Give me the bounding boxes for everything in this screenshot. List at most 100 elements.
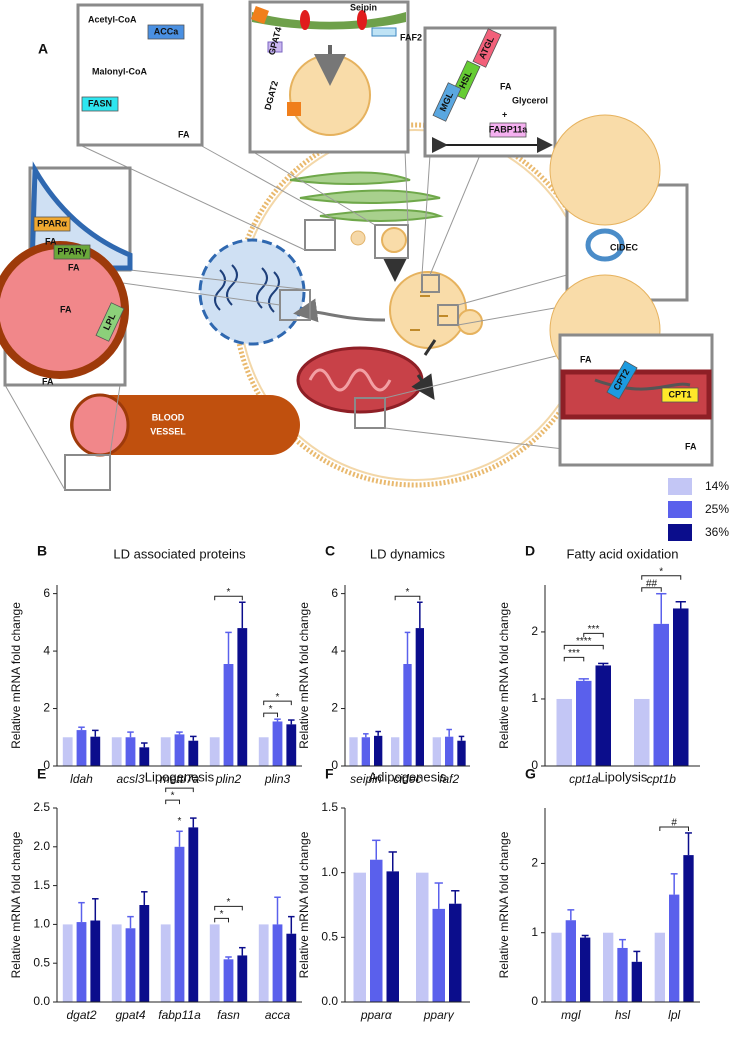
diagram-label-group: Malonyl-CoA <box>92 66 147 76</box>
error-bar <box>567 909 575 921</box>
x-tick-label: seipin <box>350 772 382 786</box>
error-bar <box>417 601 423 629</box>
bar <box>286 724 297 766</box>
label-box <box>606 360 638 400</box>
error-bar <box>375 730 381 736</box>
bar <box>669 894 680 1002</box>
diagram-label: FA <box>45 236 57 246</box>
x-tick-label: hsl <box>615 1008 631 1022</box>
bar <box>111 924 122 1002</box>
bar <box>90 736 101 766</box>
diagram-label-group: FA <box>42 376 54 386</box>
y-axis-label: Relative mRNA fold change <box>9 831 23 978</box>
diagram-label: FABP11a <box>489 124 529 134</box>
diagram-label-group: MGL <box>432 82 462 122</box>
y-tick-label: 0.5 <box>321 930 338 944</box>
y-tick-label: 2.0 <box>33 839 50 853</box>
error-bar <box>176 830 183 847</box>
significance-bracket <box>263 712 278 718</box>
diagram-label-group: FA <box>685 441 697 451</box>
bar <box>174 734 185 766</box>
error-bar <box>239 946 246 956</box>
error-bar <box>141 742 148 748</box>
y-tick-label: 0.0 <box>33 994 50 1008</box>
diagram-label: FA <box>42 376 54 386</box>
charts: B LD associated proteins Relative mRNA fol… <box>9 543 700 1022</box>
bar <box>391 737 400 766</box>
x-tick-label: acca <box>265 1008 291 1022</box>
bar <box>416 872 429 1002</box>
diagram-label-group: ACCa <box>147 24 185 40</box>
bar <box>449 903 462 1002</box>
y-tick-label: 4 <box>331 643 338 657</box>
error-bar <box>656 592 667 624</box>
panel-label: C <box>325 543 335 559</box>
bar <box>125 737 136 766</box>
bar <box>386 871 399 1002</box>
label-box <box>432 82 462 122</box>
significance-bracket <box>641 587 662 592</box>
chart-title: Lipogenesis <box>145 769 215 784</box>
diagram-label-group: FA <box>580 354 592 364</box>
x-tick-label: dgat2 <box>66 1008 96 1022</box>
error-bar <box>372 839 381 860</box>
significance-bracket <box>659 826 689 831</box>
significance-label: **** <box>576 636 592 647</box>
y-tick-label: 0 <box>531 994 538 1008</box>
label-box <box>661 387 699 403</box>
y-tick-label: 0 <box>331 758 338 772</box>
significance-label: *** <box>588 624 600 635</box>
significance-label: * <box>227 897 231 908</box>
significance-label: * <box>269 704 273 715</box>
diagram-label: Seipin <box>350 2 377 12</box>
significance-bracket <box>563 644 604 650</box>
bar <box>258 737 269 766</box>
bar <box>432 737 441 766</box>
diagram-label: PPARα <box>37 218 67 228</box>
diagram-label: PPARγ <box>57 246 86 256</box>
bar <box>209 737 220 766</box>
bar <box>188 827 199 1002</box>
error-bar <box>446 728 452 737</box>
error-bar <box>670 873 678 895</box>
bar <box>580 937 591 1002</box>
bar <box>551 932 562 1002</box>
panel-label: B <box>37 543 47 559</box>
chart-title: Fatty acid oxidation <box>566 546 678 561</box>
x-tick-label: pparγ <box>423 1008 455 1022</box>
significance-label: * <box>276 692 280 703</box>
bar <box>223 664 234 766</box>
error-bar <box>78 726 85 731</box>
x-tick-label: ldah <box>70 772 93 786</box>
significance-bracket <box>563 656 585 662</box>
significance-label: * <box>220 909 224 920</box>
y-tick-label: 0.0 <box>321 994 338 1008</box>
y-tick-label: 1.5 <box>33 878 50 892</box>
significance-label: * <box>406 587 410 598</box>
y-tick-label: 2 <box>331 701 338 715</box>
diagram-label: FA <box>60 304 72 314</box>
y-tick-label: 6 <box>331 586 338 600</box>
significance-bracket <box>263 700 292 706</box>
significance-label: ## <box>646 578 658 589</box>
bar <box>258 924 269 1002</box>
error-bar <box>581 934 589 938</box>
legend-swatch <box>668 478 692 495</box>
diagram-label: FA <box>68 262 80 272</box>
diagram-label: FA <box>500 81 512 91</box>
y-axis-label: Relative mRNA fold change <box>9 602 23 749</box>
y-tick-label: 1 <box>531 925 538 939</box>
label-box <box>472 28 502 68</box>
significance-bracket <box>583 632 604 638</box>
bar <box>361 737 370 766</box>
significance-bracket <box>165 799 180 805</box>
bar <box>457 740 466 766</box>
error-bar <box>388 851 397 872</box>
diagram-label-group: CIDEC <box>610 242 639 252</box>
bar <box>370 859 383 1002</box>
diagram-label-group: + <box>502 109 507 119</box>
bar <box>237 955 248 1002</box>
y-tick-label: 2 <box>43 701 50 715</box>
bar <box>90 920 101 1002</box>
diagram-label: BLOOD <box>152 412 185 422</box>
